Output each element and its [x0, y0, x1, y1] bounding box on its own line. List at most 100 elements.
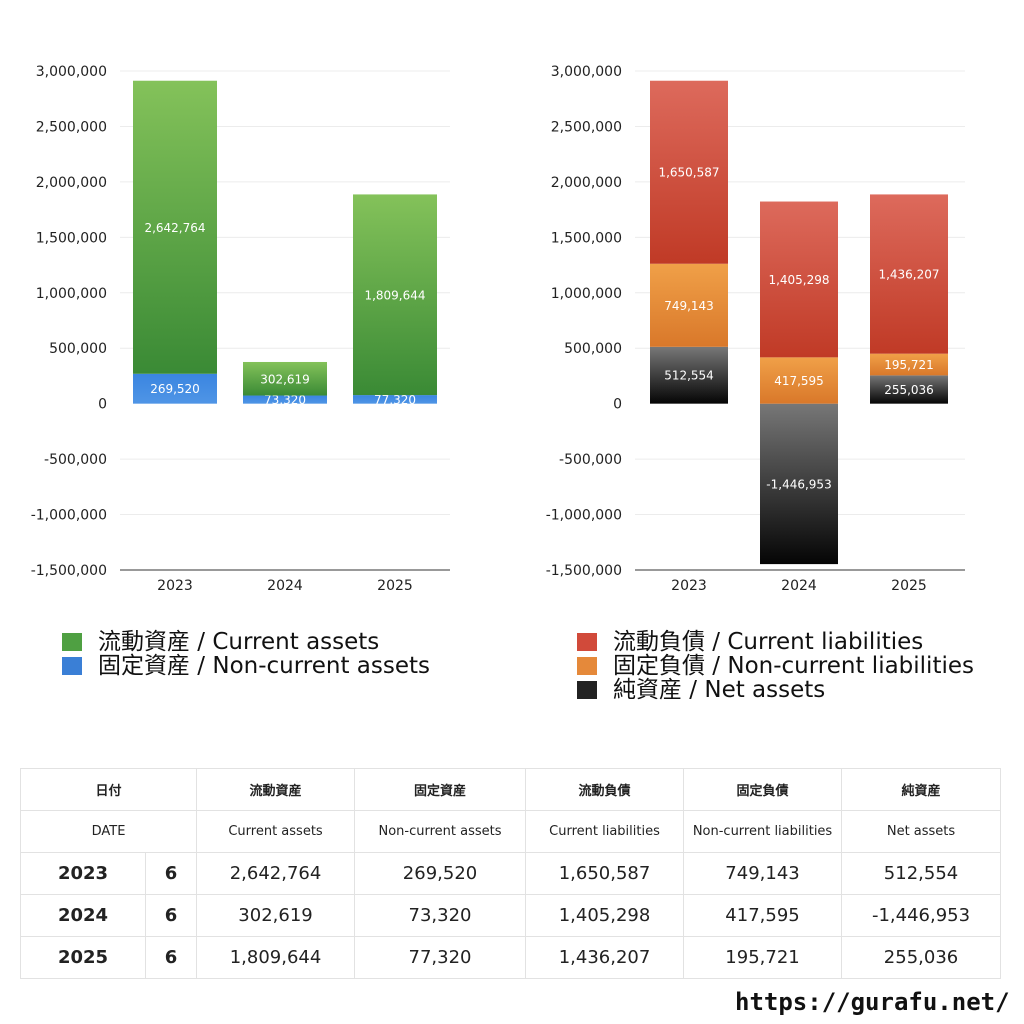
value-cell: 195,721	[683, 936, 843, 979]
header-cell: Current liabilities	[525, 810, 685, 853]
x-tick-label: 2023	[671, 578, 707, 594]
table-row: 2025 6 1,809,644 77,320 1,436,207 195,72…	[20, 936, 1002, 979]
value-cell: 302,619	[196, 894, 356, 937]
site-url-link[interactable]: https://gurafu.net/	[735, 988, 1010, 1016]
y-tick-label: 1,500,000	[551, 230, 622, 246]
bar-segment	[133, 80, 217, 374]
header-cell: 固定負債	[683, 768, 843, 811]
bar-data-label: 749,143	[664, 299, 714, 313]
y-tick-label: 2,500,000	[551, 119, 622, 135]
header-cell: Current assets	[196, 810, 356, 853]
y-tick-label: 500,000	[564, 341, 622, 357]
x-tick-label: 2024	[267, 578, 303, 594]
y-tick-label: 3,000,000	[551, 64, 622, 80]
value-cell: 2,642,764	[196, 852, 356, 895]
value-cell: 749,143	[683, 852, 843, 895]
bar-data-label: 512,554	[664, 369, 714, 383]
bar-segment	[760, 403, 838, 565]
table-header-row-jp: 日付 流動資産 固定資産 流動負債 固定負債 純資産	[19, 768, 1002, 811]
value-cell: 512,554	[841, 852, 1002, 895]
x-tick-label: 2023	[157, 578, 193, 594]
bar-data-label: 302,619	[260, 372, 310, 386]
bar-segment	[650, 80, 728, 264]
bar-data-label: 2,642,764	[144, 221, 205, 235]
header-cell: Non-current assets	[354, 810, 527, 853]
y-tick-label: 500,000	[49, 341, 107, 357]
table-header-row-en: DATE Current assets Non-current assets C…	[19, 810, 1002, 853]
y-tick-label: -1,000,000	[31, 508, 107, 524]
bar-segment	[243, 395, 327, 404]
bar-data-label: 195,721	[884, 358, 934, 372]
header-cell: 流動資産	[196, 768, 356, 811]
legend-label: 流動資産 / Current assets	[98, 629, 380, 655]
header-cell: Net assets	[841, 810, 1002, 853]
bar-segment	[353, 395, 437, 404]
y-tick-label: 1,000,000	[36, 286, 107, 302]
x-tick-label: 2025	[891, 578, 927, 594]
legend-item-current-assets: 流動資産 / Current assets	[62, 630, 430, 654]
table-row: 2023 6 2,642,764 269,520 1,650,587 749,1…	[20, 852, 1002, 895]
legend-swatch	[62, 633, 82, 651]
header-cell: 流動負債	[525, 768, 685, 811]
value-cell: 417,595	[683, 894, 843, 937]
legend-label: 純資産 / Net assets	[613, 677, 826, 703]
y-tick-label: 3,000,000	[36, 64, 107, 80]
bar-data-label: 73,320	[264, 393, 306, 407]
bar-segment	[243, 361, 327, 396]
x-tick-label: 2024	[781, 578, 817, 594]
bar-data-label: 1,650,587	[658, 166, 719, 180]
month-cell: 6	[144, 936, 198, 979]
bar-data-label: -1,446,953	[766, 477, 831, 491]
bar-data-label: 1,405,298	[768, 273, 829, 287]
value-cell-negative: -1,446,953	[841, 894, 1002, 937]
value-cell: 269,520	[354, 852, 527, 895]
value-cell: 255,036	[841, 936, 1002, 979]
value-cell: 1,436,207	[525, 936, 685, 979]
bar-data-label: 1,436,207	[878, 268, 939, 282]
legend-swatch	[577, 633, 597, 651]
assets-chart: 3,000,000 2,500,000 2,000,000 1,500,000 1,00…	[31, 64, 450, 594]
bar-data-label: 255,036	[884, 383, 934, 397]
y-tick-label: 2,000,000	[36, 175, 107, 191]
y-tick-label: 2,000,000	[551, 175, 622, 191]
year-cell: 2025	[20, 936, 146, 979]
bar-segment	[870, 194, 948, 354]
legend-swatch	[62, 657, 82, 675]
liabilities-legend: 流動負債 / Current liabilities 固定負債 / Non-cu…	[577, 630, 974, 702]
header-cell: 日付	[19, 768, 198, 811]
legend-swatch	[577, 681, 597, 699]
legend-label: 固定資産 / Non-current assets	[98, 653, 431, 679]
y-tick-label: 2,500,000	[36, 119, 107, 135]
y-tick-label: 0	[613, 397, 622, 413]
bar-segment	[870, 353, 948, 376]
y-tick-label: -1,000,000	[546, 508, 622, 524]
bar-segment	[133, 373, 217, 404]
assets-legend: 流動資産 / Current assets 固定資産 / Non-current…	[62, 630, 430, 678]
y-tick-label: 0	[98, 397, 107, 413]
bar-data-label: 1,809,644	[364, 288, 425, 302]
legend-label: 流動負債 / Current liabilities	[613, 629, 924, 655]
balance-sheet-table: 日付 流動資産 固定資産 流動負債 固定負債 純資産 DATE Current …	[19, 768, 1002, 979]
legend-item-net-assets: 純資産 / Net assets	[577, 678, 974, 702]
bar-data-label: 417,595	[774, 374, 824, 388]
value-cell: 1,650,587	[525, 852, 685, 895]
legend-item-non-current-liabilities: 固定負債 / Non-current liabilities	[577, 654, 974, 678]
header-cell: Non-current liabilities	[683, 810, 843, 853]
header-cell: 固定資産	[354, 768, 527, 811]
legend-item-current-liabilities: 流動負債 / Current liabilities	[577, 630, 974, 654]
year-cell: 2024	[20, 894, 146, 937]
legend-swatch	[577, 657, 597, 675]
bar-segment	[353, 194, 437, 396]
table-row: 2024 6 302,619 73,320 1,405,298 417,595 …	[20, 894, 1002, 937]
value-cell: 73,320	[354, 894, 527, 937]
y-tick-label: 1,500,000	[36, 230, 107, 246]
header-cell: 純資産	[841, 768, 1002, 811]
year-cell: 2023	[20, 852, 146, 895]
header-cell: DATE	[19, 810, 198, 853]
bar-segment	[760, 357, 838, 404]
x-tick-label: 2025	[377, 578, 413, 594]
bar-segment	[760, 201, 838, 358]
legend-label: 固定負債 / Non-current liabilities	[613, 653, 974, 679]
value-cell: 77,320	[354, 936, 527, 979]
y-tick-label: -1,500,000	[546, 563, 622, 579]
